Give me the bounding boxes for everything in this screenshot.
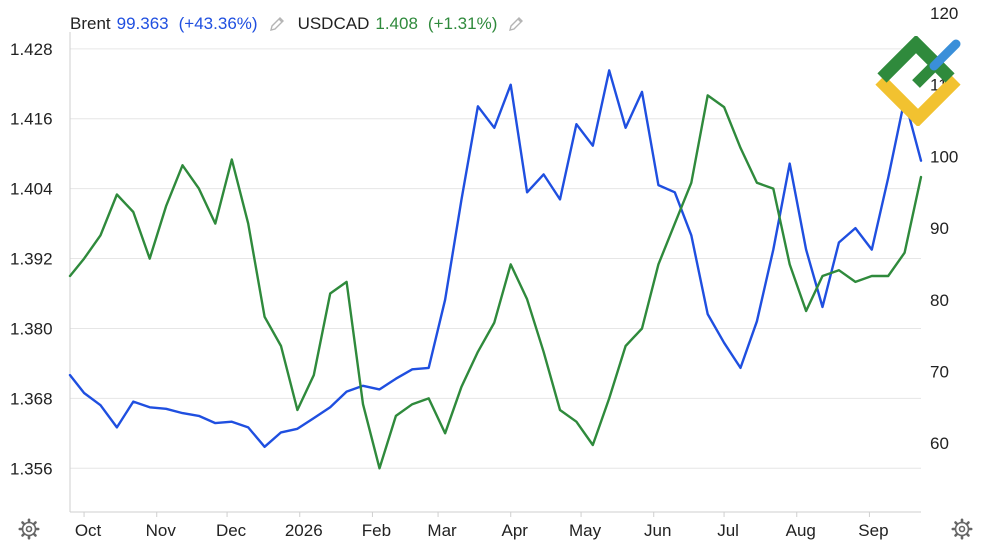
- chart-legend: Brent 99.363 (+43.36%) USDCAD 1.408 (+1.…: [70, 12, 537, 36]
- series-line-brent: [68, 69, 923, 448]
- y-left-tick-label: 1.416: [10, 110, 53, 129]
- x-tick-label: Nov: [146, 521, 177, 540]
- series-line-usdcad: [68, 94, 923, 470]
- x-tick-label: Mar: [427, 521, 457, 540]
- x-tick-label: Sep: [858, 521, 888, 540]
- y-right-tick-label: 70: [930, 362, 949, 381]
- pencil-icon[interactable]: [507, 15, 525, 33]
- x-tick-label: Dec: [216, 521, 247, 540]
- x-tick-label: Apr: [502, 521, 529, 540]
- y-left-tick-label: 1.380: [10, 319, 53, 338]
- x-tick-label: Aug: [786, 521, 816, 540]
- legend-usdcad-name: USDCAD: [297, 14, 370, 33]
- brand-logo: [872, 34, 964, 128]
- legend-brent-name: Brent: [70, 14, 111, 33]
- pencil-icon[interactable]: [268, 15, 286, 33]
- y-right-tick-label: 120: [930, 4, 958, 23]
- x-tick-label: Jun: [644, 521, 671, 540]
- x-tick-label: May: [569, 521, 602, 540]
- y-left-tick-label: 1.392: [10, 250, 53, 269]
- x-tick-label: Oct: [75, 521, 102, 540]
- y-left-tick-label: 1.428: [10, 40, 53, 59]
- y-right-tick-label: 100: [930, 147, 958, 166]
- x-tick-label: 2026: [285, 521, 323, 540]
- y-left-tick-label: 1.368: [10, 389, 53, 408]
- legend-brent-value: 99.363: [116, 14, 169, 33]
- x-tick-label: Jul: [717, 521, 739, 540]
- x-tick-label: Feb: [362, 521, 391, 540]
- legend-brent-change: (+43.36%): [178, 14, 258, 33]
- gear-icon[interactable]: [18, 518, 40, 540]
- y-left-tick-label: 1.356: [10, 459, 53, 478]
- y-right-tick-label: 80: [930, 291, 949, 310]
- y-right-tick-label: 60: [930, 434, 949, 453]
- legend-usdcad-change: (+1.31%): [427, 14, 498, 33]
- y-right-tick-label: 90: [930, 219, 949, 238]
- y-left-tick-label: 1.404: [10, 180, 53, 199]
- gear-icon[interactable]: [951, 518, 973, 540]
- legend-usdcad-value: 1.408: [375, 14, 418, 33]
